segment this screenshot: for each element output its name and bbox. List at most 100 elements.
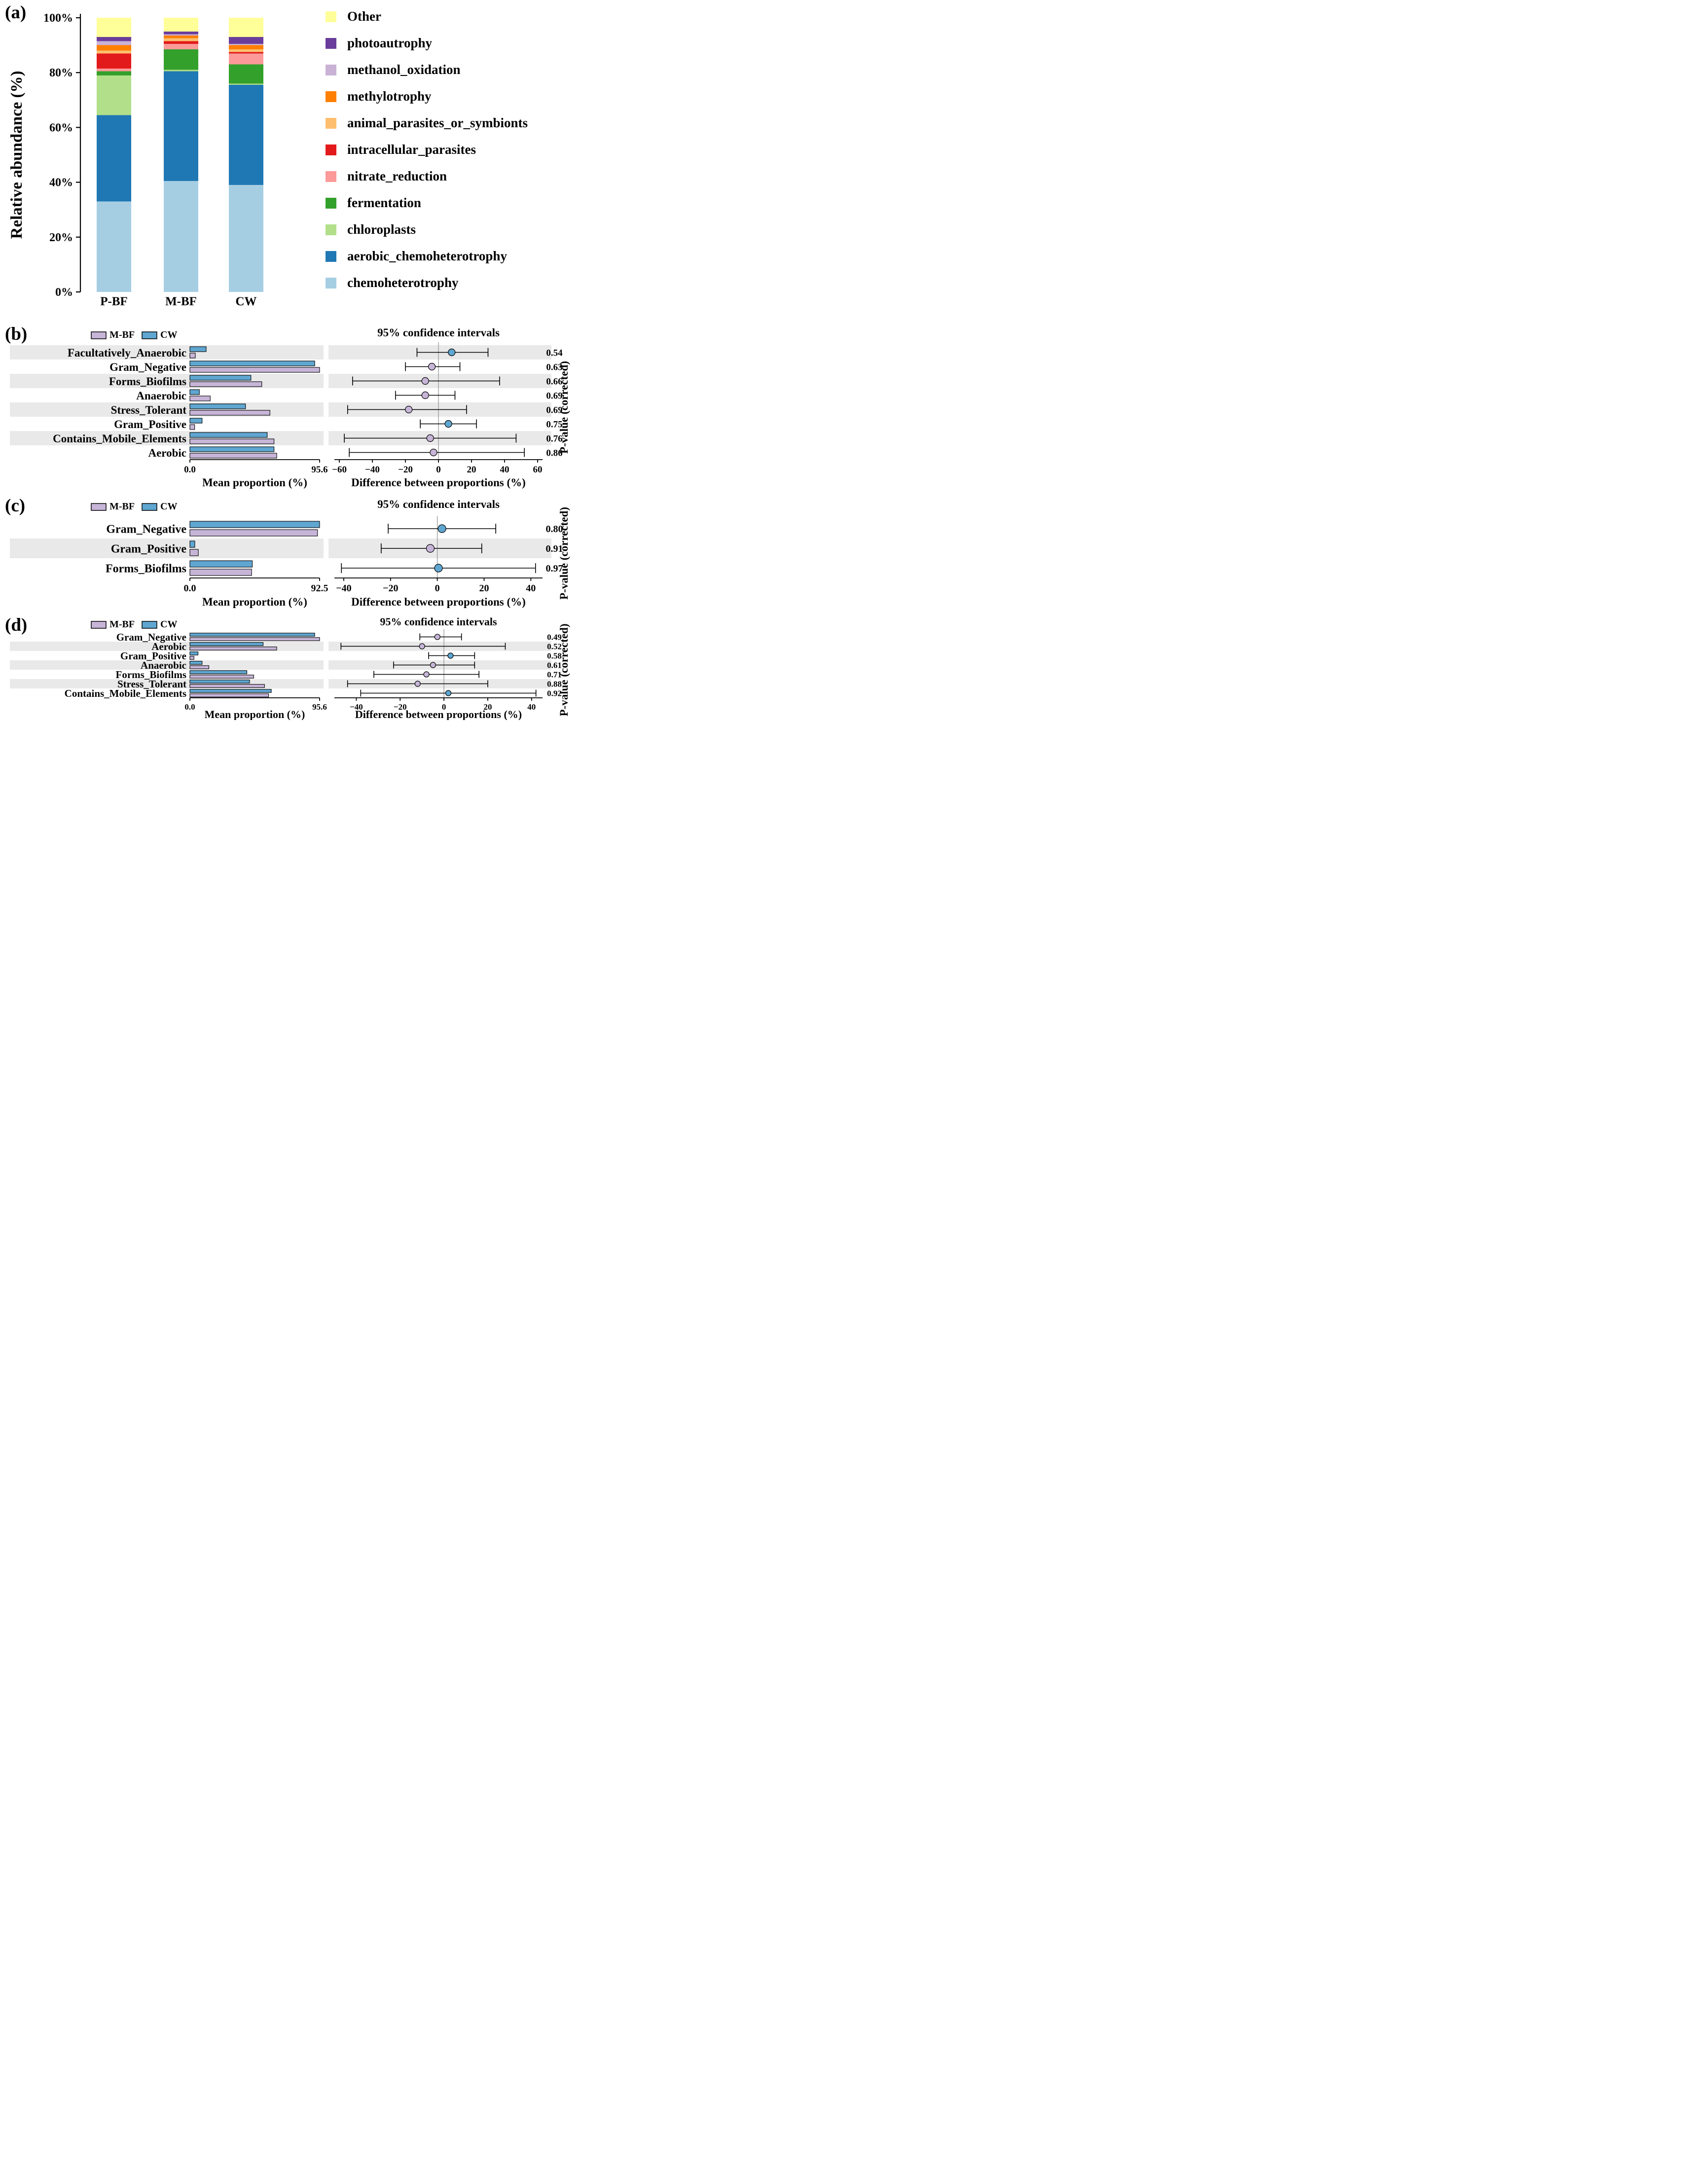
bar-axis-tick-label: 0.0 xyxy=(184,702,195,712)
category-label: Forms_Biofilms xyxy=(106,563,186,576)
legend-label: CW xyxy=(160,501,177,512)
category-label: Gram_Positive xyxy=(111,543,187,556)
mean-difference-dot xyxy=(434,634,440,640)
mean-difference-dot xyxy=(414,681,421,687)
panel-a-label: (a) xyxy=(5,2,27,23)
diff-axis-tick-label: 20 xyxy=(467,465,476,475)
row-band-left xyxy=(10,402,324,417)
p-value: 0.80 xyxy=(546,524,563,535)
diff-axis-tick-label: 20 xyxy=(483,702,492,712)
pvalue-axis-title: P-value (corrected) xyxy=(558,624,570,717)
diff-axis-tick-label: −60 xyxy=(332,465,347,475)
y-tick-label: 60% xyxy=(49,121,73,134)
p-value: 0.66 xyxy=(546,376,562,387)
pvalue-axis-title: P-value (corrected) xyxy=(558,361,570,454)
legend-label: M-BF xyxy=(109,501,135,512)
category-label: Aerobic xyxy=(151,641,186,652)
mean-difference-dot xyxy=(426,544,435,553)
bar-axis-title: Mean proportion (%) xyxy=(205,708,305,720)
mean-bar-cw xyxy=(189,375,252,381)
stacked-segment-chloroplasts xyxy=(229,83,263,85)
bar-axis-tick-label: 0.0 xyxy=(184,465,196,475)
mean-bar-cw xyxy=(189,346,207,352)
mean-bar-cw xyxy=(189,680,250,684)
diff-axis-title: Difference between proportions (%) xyxy=(351,476,526,489)
legend-label: CW xyxy=(160,619,177,630)
stacked-segment-nitrate_reduction xyxy=(229,53,263,65)
mean-bar-cw xyxy=(189,540,195,548)
mean-difference-dot xyxy=(445,690,452,696)
p-value: 0.69 xyxy=(546,391,562,401)
legend-label: fermentation xyxy=(347,195,421,210)
stacked-segment-photoautrophy xyxy=(97,36,131,41)
diff-axis-tick-label: 40 xyxy=(527,702,536,712)
legend-label: animal_parasites_or_symbionts xyxy=(347,115,528,130)
legend-label: CW xyxy=(160,329,177,340)
stacked-segment-methylotrophy xyxy=(229,45,263,49)
p-value: 0.61 xyxy=(547,661,562,670)
bar-category-label: P-BF xyxy=(100,295,128,308)
mean-bar-mbf xyxy=(189,675,254,679)
category-label: Aerobic xyxy=(148,447,186,459)
mean-bar-cw xyxy=(189,661,203,665)
mean-bar-mbf xyxy=(189,353,196,359)
diff-axis-tick-label: −20 xyxy=(383,583,398,594)
stacked-segment-intracellular_parasites xyxy=(97,53,131,69)
diff-axis-tick-label: 60 xyxy=(533,465,542,475)
mean-difference-dot xyxy=(437,524,446,533)
diff-axis-tick-label: 40 xyxy=(500,465,509,475)
row-band-left xyxy=(10,539,324,558)
y-axis-title: Relative abundance (%) xyxy=(8,71,26,239)
legend-label: intracellular_parasites xyxy=(347,142,476,157)
mean-bar-cw xyxy=(189,651,199,655)
panel-b-label: (b) xyxy=(5,324,28,344)
mean-difference-dot xyxy=(448,348,456,357)
diff-axis-tick-label: −40 xyxy=(350,702,363,712)
legend-swatch-methylotrophy xyxy=(326,91,336,102)
stacked-segment-aerobic_chemoheterotrophy xyxy=(97,115,131,202)
ci-title: 95% confidence intervals xyxy=(377,326,500,339)
row-band-left xyxy=(10,374,324,388)
mean-bar-mbf xyxy=(189,569,252,576)
diff-axis-tick-label: −20 xyxy=(398,465,413,475)
mean-bar-cw xyxy=(189,633,315,637)
legend-label: methylotrophy xyxy=(347,89,432,104)
p-value: 0.88 xyxy=(547,680,562,689)
bar-axis-tick-label: 95.6 xyxy=(312,702,327,712)
y-tick-label: 0% xyxy=(55,286,73,299)
p-value: 0.49 xyxy=(547,633,562,642)
ci-title: 95% confidence intervals xyxy=(377,498,500,510)
p-value: 0.52 xyxy=(547,642,562,651)
stacked-segment-chloroplasts xyxy=(164,70,198,72)
stacked-segment-animal_parasites_or_symbionts xyxy=(97,50,131,54)
stacked-segment-Other xyxy=(164,18,198,32)
stacked-segment-aerobic_chemoheterotrophy xyxy=(229,85,263,185)
stacked-segment-fermentation xyxy=(164,49,198,70)
mean-bar-cw xyxy=(189,560,253,568)
legend-swatch-chemoheterotrophy xyxy=(326,278,336,288)
stacked-segment-chemoheterotrophy xyxy=(164,180,198,292)
mean-bar-mbf xyxy=(189,549,199,556)
figure-page: (a) (b) (c) (d) Relative abundance (%) 0%… xyxy=(0,0,572,720)
category-label: Stress_Tolerant xyxy=(117,678,186,690)
legend-swatch-nitrate_reduction xyxy=(326,171,336,182)
stacked-segment-animal_parasites_or_symbionts xyxy=(229,49,263,52)
stacked-segment-fermentation xyxy=(229,64,263,84)
category-label: Forms_Biofilms xyxy=(116,669,186,681)
panel-c-stamp-chart: Gram_Negative 0.80 Gram_Positive 0.91 Forms_… xyxy=(10,498,570,608)
p-value: 0.71 xyxy=(547,670,562,680)
y-tick-label: 100% xyxy=(43,12,73,25)
diff-axis-tick-label: −40 xyxy=(336,583,351,594)
p-value: 0.58 xyxy=(547,651,562,661)
stacked-segment-chloroplasts xyxy=(97,75,131,115)
mean-bar-cw xyxy=(189,689,272,693)
mean-bar-cw xyxy=(189,389,200,395)
stacked-segment-aerobic_chemoheterotrophy xyxy=(164,71,198,181)
stacked-segment-Other xyxy=(97,18,131,37)
mean-bar-mbf xyxy=(189,637,320,641)
bar-axis-tick-label: 0.0 xyxy=(184,583,196,594)
mean-bar-cw xyxy=(189,642,264,646)
mean-bar-mbf xyxy=(189,367,320,373)
ci-title: 95% confidence intervals xyxy=(380,615,497,628)
legend-swatch-animal_parasites_or_symbionts xyxy=(326,118,336,129)
